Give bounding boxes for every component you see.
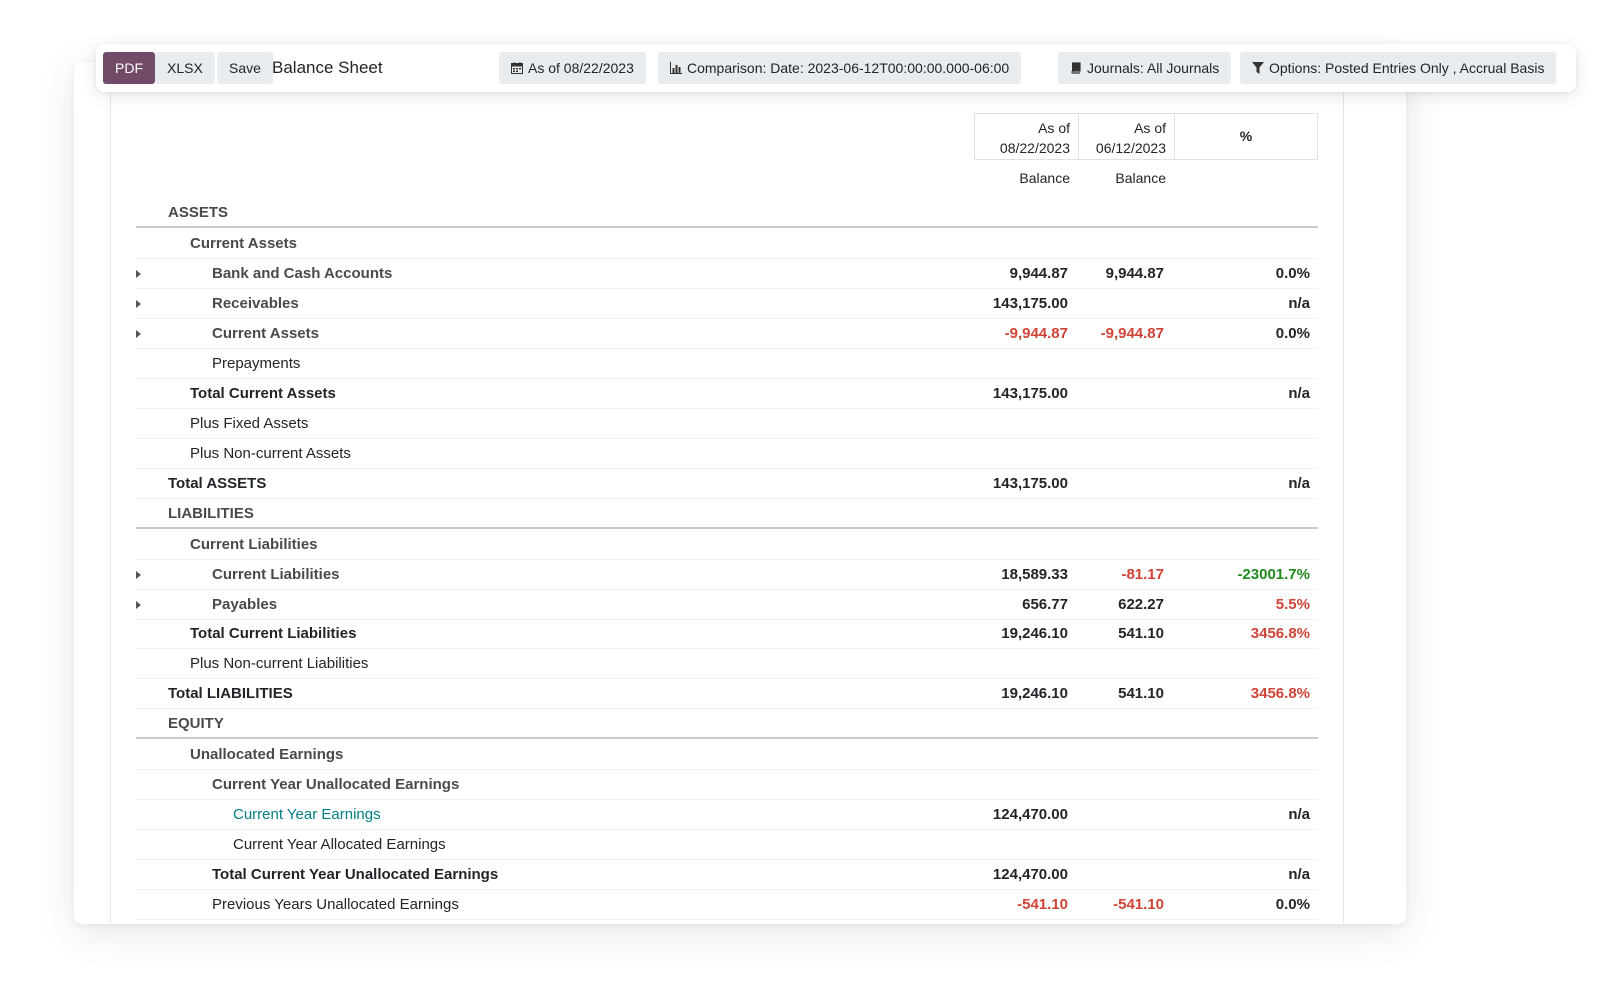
caret-right-icon[interactable] bbox=[136, 571, 141, 579]
report-sheet bbox=[74, 62, 1406, 924]
column-header-percent: % bbox=[1239, 128, 1253, 144]
group-row: Current Liabilities bbox=[136, 530, 1318, 560]
total-row: Total ASSETS 143,175.00 n/a bbox=[136, 469, 1318, 499]
caret-right-icon[interactable] bbox=[136, 330, 141, 338]
group-row: Unallocated Earnings bbox=[136, 740, 1318, 770]
account-row: Current Year Allocated Earnings bbox=[136, 830, 1318, 860]
options-filter-label: Options: Posted Entries Only , Accrual B… bbox=[1269, 60, 1545, 76]
total-row: Total Current Liabilities 19,246.10 541.… bbox=[136, 619, 1318, 649]
group-row: Current Year Unallocated Earnings bbox=[136, 770, 1318, 800]
account-row[interactable]: Payables 656.77 622.27 5.5% bbox=[136, 590, 1318, 620]
pdf-button[interactable]: PDF bbox=[103, 52, 155, 84]
account-row[interactable]: Current Year Earnings 124,470.00 n/a bbox=[136, 800, 1318, 830]
comparison-filter-label: Comparison: Date: 2023-06-12T00:00:00.00… bbox=[687, 60, 1010, 76]
column-header-comparison: As of 06/12/2023 bbox=[1079, 114, 1175, 159]
account-row: Previous Years Unallocated Earnings -541… bbox=[136, 890, 1318, 920]
calendar-icon bbox=[511, 62, 523, 74]
subheader-balance-current: Balance bbox=[1019, 170, 1070, 186]
comparison-filter-button[interactable]: Comparison: Date: 2023-06-12T00:00:00.00… bbox=[658, 52, 1022, 84]
account-row[interactable]: Current Liabilities 18,589.33 -81.17 -23… bbox=[136, 560, 1318, 590]
column-header-box: As of 08/22/2023 As of 06/12/2023 % bbox=[974, 113, 1318, 160]
subheader-balance-comparison: Balance bbox=[1115, 170, 1166, 186]
account-row: Prepayments bbox=[136, 349, 1318, 379]
total-row: Total Current Assets 143,175.00 n/a bbox=[136, 379, 1318, 409]
group-row: Plus Non-current Assets bbox=[136, 439, 1318, 469]
caret-right-icon[interactable] bbox=[136, 270, 141, 278]
report-sheet-inner bbox=[110, 62, 1344, 924]
caret-right-icon[interactable] bbox=[136, 300, 141, 308]
section-row: ASSETS bbox=[136, 198, 1318, 228]
journals-filter-label: Journals: All Journals bbox=[1087, 60, 1220, 76]
total-row: Total Current Year Unallocated Earnings … bbox=[136, 860, 1318, 890]
report-title: Balance Sheet bbox=[272, 58, 383, 77]
book-icon bbox=[1071, 62, 1081, 74]
report-toolbar: PDF XLSX Save Balance Sheet As of 08/22/… bbox=[96, 44, 1576, 92]
journals-filter-button[interactable]: Journals: All Journals bbox=[1058, 52, 1232, 84]
total-row: Total LIABILITIES 19,246.10 541.10 3456.… bbox=[136, 679, 1318, 709]
save-button[interactable]: Save bbox=[217, 52, 273, 84]
group-row: Plus Fixed Assets bbox=[136, 409, 1318, 439]
account-row[interactable]: Current Assets -9,944.87 -9,944.87 0.0% bbox=[136, 319, 1318, 349]
date-filter-button[interactable]: As of 08/22/2023 bbox=[499, 52, 646, 84]
group-row: Plus Non-current Liabilities bbox=[136, 649, 1318, 679]
column-header-current: As of 08/22/2023 bbox=[975, 114, 1079, 159]
group-row: Current Assets bbox=[136, 229, 1318, 259]
date-filter-label: As of 08/22/2023 bbox=[528, 60, 634, 76]
caret-right-icon[interactable] bbox=[136, 601, 141, 609]
account-row[interactable]: Bank and Cash Accounts 9,944.87 9,944.87… bbox=[136, 259, 1318, 289]
section-row: EQUITY bbox=[136, 709, 1318, 739]
current-year-earnings-link[interactable]: Current Year Earnings bbox=[233, 806, 381, 823]
filter-icon bbox=[1252, 62, 1264, 74]
xlsx-button[interactable]: XLSX bbox=[155, 52, 215, 84]
account-row[interactable]: Receivables 143,175.00 n/a bbox=[136, 289, 1318, 319]
options-filter-button[interactable]: Options: Posted Entries Only , Accrual B… bbox=[1240, 52, 1557, 84]
section-row: LIABILITIES bbox=[136, 499, 1318, 529]
bar-chart-icon bbox=[670, 62, 682, 74]
